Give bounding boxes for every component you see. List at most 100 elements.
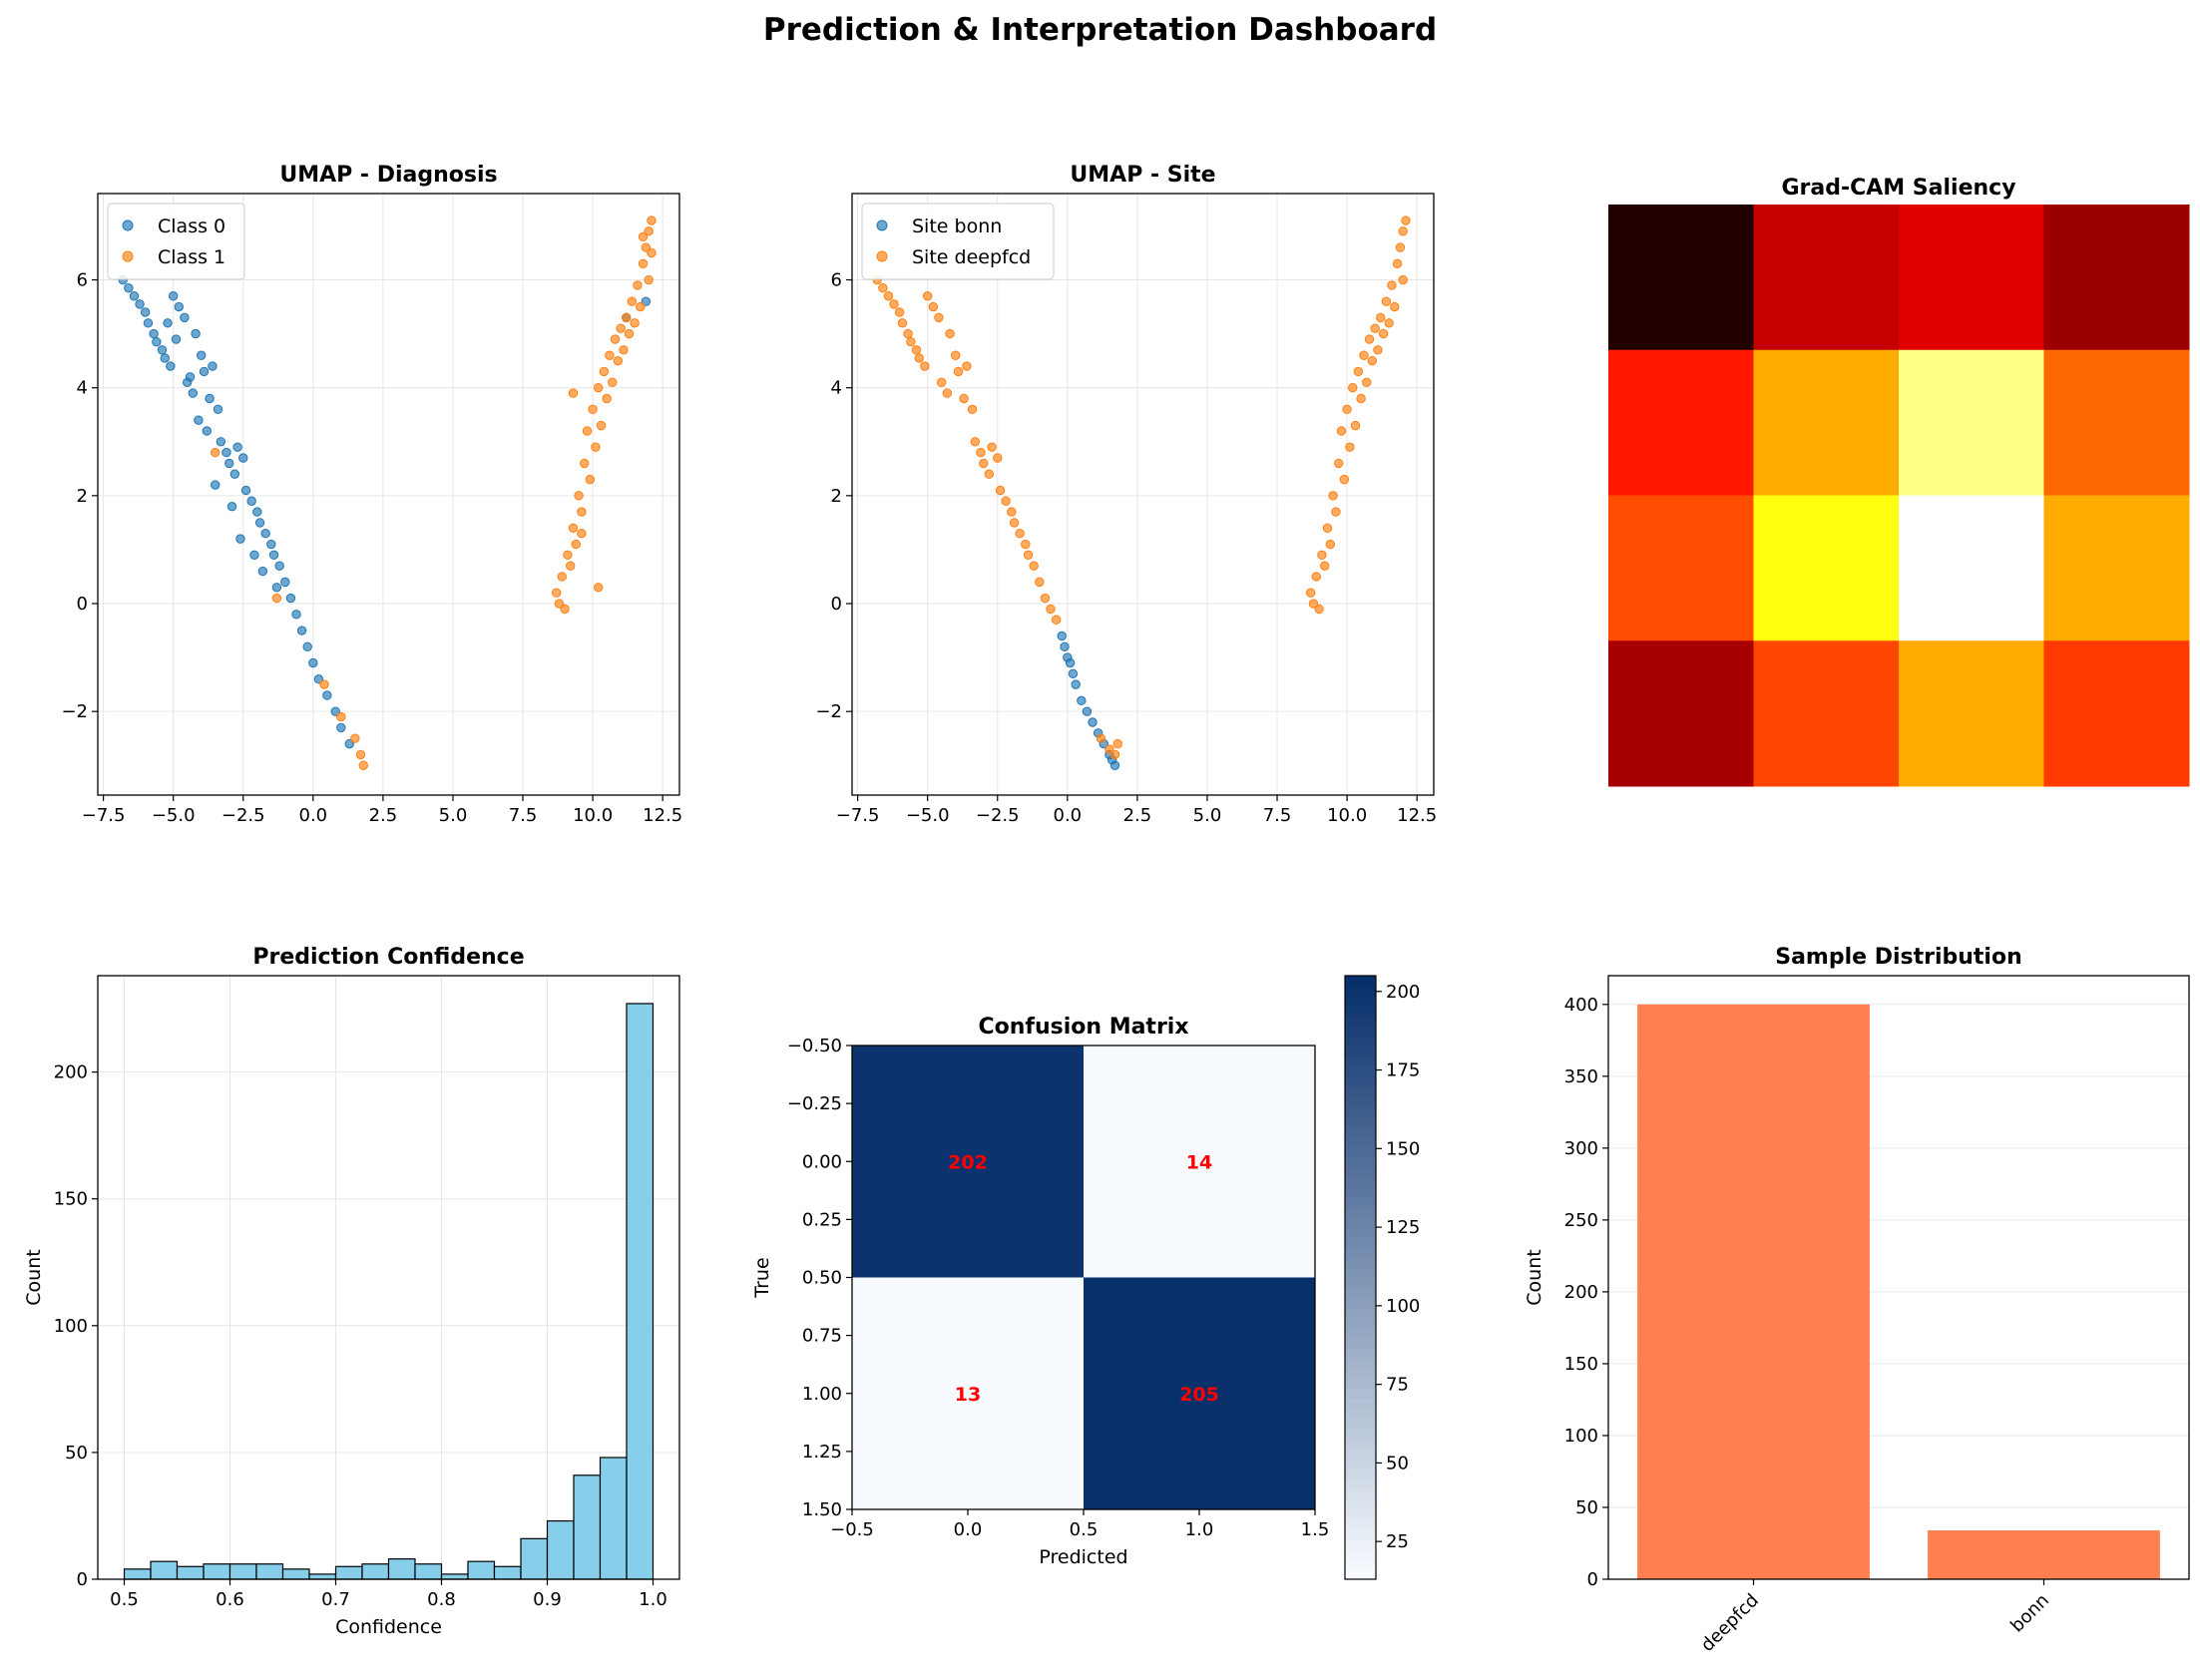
x-tick-label: −5.0 — [906, 805, 950, 826]
scatter-point-b — [622, 312, 632, 323]
scatter-point-b — [638, 258, 649, 269]
gradcam-panel: Grad-CAM Saliency — [1608, 176, 2190, 787]
y-tick-label: 300 — [1564, 1138, 1598, 1159]
scatter-point-a — [254, 518, 265, 528]
colorbar-step — [1345, 1469, 1376, 1479]
scatter-point-a — [166, 361, 176, 371]
scatter-point-b — [984, 469, 995, 479]
scatter-point-b — [1322, 523, 1333, 534]
scatter-point-b — [602, 393, 612, 404]
scatter-point-b — [878, 282, 888, 293]
axes-frame — [97, 193, 680, 796]
colorbar-step — [1345, 1538, 1376, 1550]
scatter-point-b — [644, 274, 654, 285]
legend-label: Class 0 — [158, 215, 225, 237]
x-tick-label: −7.5 — [836, 805, 880, 826]
legend-box — [861, 203, 1055, 280]
scatter-point-b — [647, 215, 657, 225]
x-tick-label: deepfcd — [1697, 1590, 1763, 1656]
scatter-point-a — [1109, 760, 1120, 770]
colorbar-step — [1345, 1368, 1376, 1380]
scatter-point-b — [1104, 744, 1114, 754]
x-tick-label: 0.0 — [1054, 805, 1083, 826]
confusion-cell — [1084, 1277, 1315, 1509]
samples-panel: 0 50 100 150 200 250 300 350 400 deepfcd bonn Sampl… — [1524, 945, 2190, 1656]
x-tick-label: 0.5 — [1070, 1519, 1099, 1540]
scatter-point-b — [970, 437, 981, 447]
scatter-point-b — [920, 361, 930, 371]
y-tick-label: 4 — [77, 378, 88, 399]
y-axis-label: Count — [1524, 1249, 1545, 1305]
x-tick-label: 2.5 — [369, 805, 398, 826]
confusion-value: 14 — [1186, 1151, 1212, 1173]
y-tick-label: 1.25 — [802, 1442, 842, 1463]
y-tick-label: 2 — [831, 486, 842, 507]
y-tick-label: 0 — [77, 594, 88, 615]
scatter-point-b — [596, 420, 607, 431]
colorbar-step — [1345, 1317, 1376, 1329]
heatmap-cell — [1608, 205, 1754, 351]
scatter-point-a — [221, 447, 231, 458]
colorbar-step — [1345, 1478, 1376, 1490]
colorbar-step — [1345, 1348, 1376, 1359]
dashboard-title: Prediction & Interpretation Dashboard — [762, 12, 1438, 48]
colorbar-step — [1345, 1237, 1376, 1249]
scatter-point-a — [249, 550, 259, 561]
scatter-point-a — [313, 674, 324, 684]
scatter-point-b — [619, 345, 629, 355]
colorbar-step — [1345, 1488, 1376, 1500]
scatter-point-b — [1398, 274, 1408, 285]
scatter-point-b — [358, 760, 368, 770]
confusion-value: 13 — [955, 1384, 981, 1406]
scatter-point-a — [229, 469, 240, 479]
colorbar-step — [1345, 1408, 1376, 1420]
colorbar-step — [1345, 1186, 1376, 1198]
colorbar-frame — [1344, 975, 1377, 1580]
confusion-cell — [1084, 1046, 1315, 1278]
scatter-point-b — [1109, 749, 1120, 760]
colorbar-tick-label: 50 — [1386, 1453, 1409, 1473]
colorbar-step — [1345, 1327, 1376, 1339]
scatter-point-b — [1331, 507, 1341, 517]
histogram-bar — [281, 1568, 310, 1580]
heatmap-cell — [1753, 349, 1900, 496]
scatter-point-b — [911, 345, 922, 355]
legend-marker — [876, 250, 888, 262]
scatter-point-a — [199, 366, 210, 377]
colorbar-step — [1345, 1116, 1376, 1128]
heatmap-cell — [1899, 640, 2044, 787]
scatter-point-b — [928, 301, 938, 312]
colorbar-tick-label: 100 — [1386, 1296, 1420, 1317]
histogram-bar — [228, 1563, 257, 1580]
scatter-point-b — [594, 382, 604, 393]
scatter-point-b — [1015, 529, 1025, 539]
scatter-point-b — [355, 749, 366, 760]
umap-diagnosis-panel: −7.5 −5.0 −2.5 0.0 2.5 5.0 7.5 10.0 12.5 −2 0 2 4 6 UM… — [61, 163, 682, 826]
heatmap-cell — [1899, 495, 2044, 641]
colorbar-step — [1345, 1166, 1376, 1178]
scatter-point-b — [1348, 382, 1358, 393]
scatter-point-a — [157, 345, 168, 355]
scatter-point-a — [129, 291, 140, 301]
scatter-point-a — [1077, 695, 1087, 706]
scatter-point-b — [610, 334, 621, 344]
confusion-cell — [852, 1046, 1084, 1278]
colorbar-step — [1345, 1075, 1376, 1087]
histogram-bar — [626, 1003, 655, 1580]
scatter-point-a — [260, 529, 270, 539]
chart-title: UMAP - Site — [1070, 163, 1215, 188]
scatter-point-b — [580, 458, 590, 469]
scatter-point-a — [285, 593, 296, 604]
scatter-point-a — [194, 415, 204, 425]
colorbar-step — [1345, 1026, 1376, 1038]
colorbar-step — [1345, 1508, 1376, 1520]
colorbar-step — [1345, 986, 1376, 997]
colorbar-tick-label: 75 — [1386, 1375, 1409, 1396]
scatter-point-b — [350, 733, 360, 743]
x-tick-label: −5.0 — [152, 805, 196, 826]
histogram-bar — [123, 1568, 152, 1580]
scatter-point-b — [962, 361, 972, 371]
y-tick-label: 0.25 — [802, 1209, 842, 1230]
scatter-point-b — [942, 388, 952, 398]
scatter-point-b — [565, 561, 576, 571]
